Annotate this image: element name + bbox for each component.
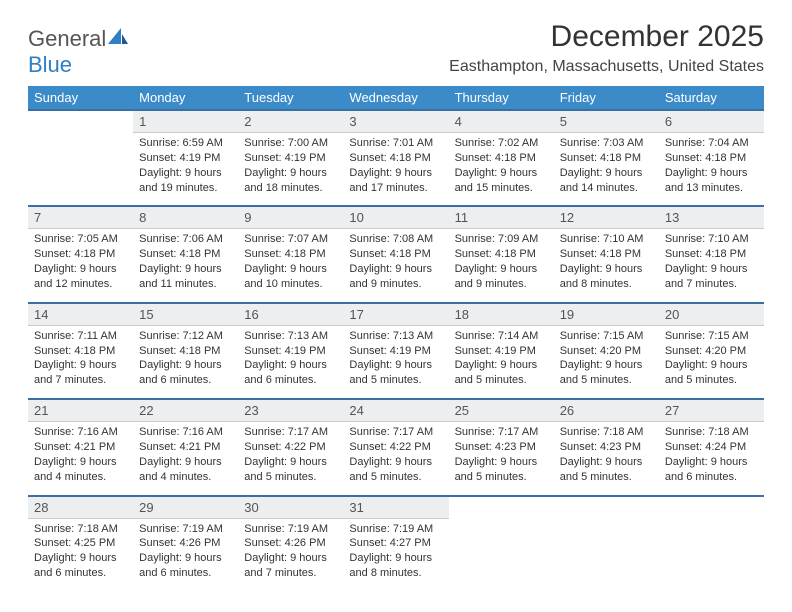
- day-23-info: Sunrise: 7:17 AMSunset: 4:22 PMDaylight:…: [238, 422, 343, 496]
- weekday-thursday: Thursday: [449, 86, 554, 110]
- day-27-number: 27: [659, 399, 764, 422]
- day-5-info: Sunrise: 7:03 AMSunset: 4:18 PMDaylight:…: [554, 133, 659, 207]
- day-20-info: Sunrise: 7:15 AMSunset: 4:20 PMDaylight:…: [659, 325, 764, 399]
- day-8-info: Sunrise: 7:06 AMSunset: 4:18 PMDaylight:…: [133, 229, 238, 303]
- weekday-header-row: SundayMondayTuesdayWednesdayThursdayFrid…: [28, 86, 764, 110]
- month-title: December 2025: [449, 20, 764, 54]
- title-block: December 2025 Easthampton, Massachusetts…: [449, 20, 764, 76]
- week-3-info-row: Sunrise: 7:16 AMSunset: 4:21 PMDaylight:…: [28, 422, 764, 496]
- day-2-number: 2: [238, 110, 343, 133]
- day-11-number: 11: [449, 206, 554, 229]
- day-17-info: Sunrise: 7:13 AMSunset: 4:19 PMDaylight:…: [343, 325, 448, 399]
- day-19-info: Sunrise: 7:15 AMSunset: 4:20 PMDaylight:…: [554, 325, 659, 399]
- weekday-sunday: Sunday: [28, 86, 133, 110]
- day-14-number: 14: [28, 303, 133, 326]
- day-24-number: 24: [343, 399, 448, 422]
- day-26-info: Sunrise: 7:18 AMSunset: 4:23 PMDaylight:…: [554, 422, 659, 496]
- empty-cell: [554, 518, 659, 591]
- day-18-info: Sunrise: 7:14 AMSunset: 4:19 PMDaylight:…: [449, 325, 554, 399]
- day-18-number: 18: [449, 303, 554, 326]
- day-24-info: Sunrise: 7:17 AMSunset: 4:22 PMDaylight:…: [343, 422, 448, 496]
- week-0-info-row: Sunrise: 6:59 AMSunset: 4:19 PMDaylight:…: [28, 133, 764, 207]
- day-1-number: 1: [133, 110, 238, 133]
- day-13-info: Sunrise: 7:10 AMSunset: 4:18 PMDaylight:…: [659, 229, 764, 303]
- day-31-number: 31: [343, 496, 448, 519]
- logo: GeneralBlue: [28, 26, 128, 78]
- day-3-info: Sunrise: 7:01 AMSunset: 4:18 PMDaylight:…: [343, 133, 448, 207]
- week-0-daynum-row: 123456: [28, 110, 764, 133]
- day-16-number: 16: [238, 303, 343, 326]
- day-10-number: 10: [343, 206, 448, 229]
- logo-text: GeneralBlue: [28, 26, 128, 78]
- day-21-info: Sunrise: 7:16 AMSunset: 4:21 PMDaylight:…: [28, 422, 133, 496]
- day-30-number: 30: [238, 496, 343, 519]
- day-2-info: Sunrise: 7:00 AMSunset: 4:19 PMDaylight:…: [238, 133, 343, 207]
- day-10-info: Sunrise: 7:08 AMSunset: 4:18 PMDaylight:…: [343, 229, 448, 303]
- day-6-number: 6: [659, 110, 764, 133]
- day-4-info: Sunrise: 7:02 AMSunset: 4:18 PMDaylight:…: [449, 133, 554, 207]
- day-1-info: Sunrise: 6:59 AMSunset: 4:19 PMDaylight:…: [133, 133, 238, 207]
- location: Easthampton, Massachusetts, United State…: [449, 58, 764, 76]
- day-19-number: 19: [554, 303, 659, 326]
- empty-cell: [449, 518, 554, 591]
- day-17-number: 17: [343, 303, 448, 326]
- day-12-info: Sunrise: 7:10 AMSunset: 4:18 PMDaylight:…: [554, 229, 659, 303]
- day-12-number: 12: [554, 206, 659, 229]
- day-30-info: Sunrise: 7:19 AMSunset: 4:26 PMDaylight:…: [238, 518, 343, 591]
- empty-cell: [449, 496, 554, 519]
- day-22-info: Sunrise: 7:16 AMSunset: 4:21 PMDaylight:…: [133, 422, 238, 496]
- weekday-saturday: Saturday: [659, 86, 764, 110]
- day-28-info: Sunrise: 7:18 AMSunset: 4:25 PMDaylight:…: [28, 518, 133, 591]
- weekday-monday: Monday: [133, 86, 238, 110]
- day-9-number: 9: [238, 206, 343, 229]
- day-29-number: 29: [133, 496, 238, 519]
- day-9-info: Sunrise: 7:07 AMSunset: 4:18 PMDaylight:…: [238, 229, 343, 303]
- empty-cell: [28, 133, 133, 207]
- logo-general: General: [28, 26, 106, 51]
- day-26-number: 26: [554, 399, 659, 422]
- day-25-number: 25: [449, 399, 554, 422]
- calendar: SundayMondayTuesdayWednesdayThursdayFrid…: [28, 86, 764, 591]
- day-31-info: Sunrise: 7:19 AMSunset: 4:27 PMDaylight:…: [343, 518, 448, 591]
- empty-cell: [28, 110, 133, 133]
- weekday-friday: Friday: [554, 86, 659, 110]
- week-3-daynum-row: 21222324252627: [28, 399, 764, 422]
- week-1-daynum-row: 78910111213: [28, 206, 764, 229]
- day-28-number: 28: [28, 496, 133, 519]
- day-27-info: Sunrise: 7:18 AMSunset: 4:24 PMDaylight:…: [659, 422, 764, 496]
- empty-cell: [659, 518, 764, 591]
- header: GeneralBlue December 2025 Easthampton, M…: [28, 20, 764, 78]
- day-4-number: 4: [449, 110, 554, 133]
- day-13-number: 13: [659, 206, 764, 229]
- day-7-info: Sunrise: 7:05 AMSunset: 4:18 PMDaylight:…: [28, 229, 133, 303]
- week-2-daynum-row: 14151617181920: [28, 303, 764, 326]
- day-11-info: Sunrise: 7:09 AMSunset: 4:18 PMDaylight:…: [449, 229, 554, 303]
- empty-cell: [554, 496, 659, 519]
- day-15-info: Sunrise: 7:12 AMSunset: 4:18 PMDaylight:…: [133, 325, 238, 399]
- day-7-number: 7: [28, 206, 133, 229]
- week-4-info-row: Sunrise: 7:18 AMSunset: 4:25 PMDaylight:…: [28, 518, 764, 591]
- week-2-info-row: Sunrise: 7:11 AMSunset: 4:18 PMDaylight:…: [28, 325, 764, 399]
- day-14-info: Sunrise: 7:11 AMSunset: 4:18 PMDaylight:…: [28, 325, 133, 399]
- empty-cell: [659, 496, 764, 519]
- week-4-daynum-row: 28293031: [28, 496, 764, 519]
- logo-sail-icon: [108, 26, 128, 52]
- day-3-number: 3: [343, 110, 448, 133]
- day-23-number: 23: [238, 399, 343, 422]
- weekday-wednesday: Wednesday: [343, 86, 448, 110]
- day-6-info: Sunrise: 7:04 AMSunset: 4:18 PMDaylight:…: [659, 133, 764, 207]
- day-22-number: 22: [133, 399, 238, 422]
- weekday-tuesday: Tuesday: [238, 86, 343, 110]
- day-29-info: Sunrise: 7:19 AMSunset: 4:26 PMDaylight:…: [133, 518, 238, 591]
- day-25-info: Sunrise: 7:17 AMSunset: 4:23 PMDaylight:…: [449, 422, 554, 496]
- day-8-number: 8: [133, 206, 238, 229]
- logo-blue: Blue: [28, 52, 72, 77]
- day-20-number: 20: [659, 303, 764, 326]
- day-5-number: 5: [554, 110, 659, 133]
- day-21-number: 21: [28, 399, 133, 422]
- day-15-number: 15: [133, 303, 238, 326]
- week-1-info-row: Sunrise: 7:05 AMSunset: 4:18 PMDaylight:…: [28, 229, 764, 303]
- day-16-info: Sunrise: 7:13 AMSunset: 4:19 PMDaylight:…: [238, 325, 343, 399]
